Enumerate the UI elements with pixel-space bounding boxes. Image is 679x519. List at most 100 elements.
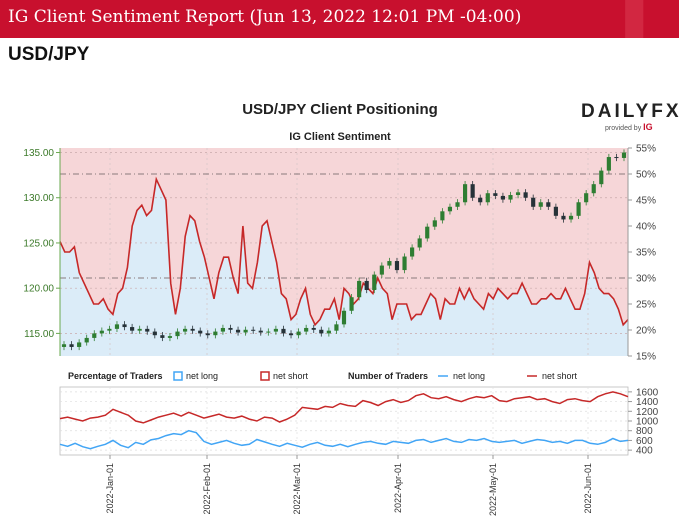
legend-net-short-label: net short (273, 371, 309, 381)
price-candle (485, 193, 490, 203)
price-candle (92, 333, 97, 338)
price-candle (61, 344, 67, 347)
price-candle (251, 329, 256, 331)
lower-right-tick-label: 1400 (636, 397, 659, 408)
num-net-short-line (59, 391, 629, 424)
left-tick-label: 120.00 (23, 284, 54, 295)
price-candle (568, 215, 574, 220)
price-candle (296, 331, 301, 336)
right-tick-label: 30% (636, 274, 656, 285)
price-candle (190, 328, 195, 331)
price-candle (591, 184, 596, 194)
report-banner: IG Client Sentiment Report (Jun 13, 2022… (0, 0, 679, 38)
x-tick-label: 2022-Mar-01 (292, 463, 302, 515)
price-candle (84, 337, 89, 343)
price-candle (440, 211, 445, 221)
price-candle (198, 330, 203, 334)
price-candle (621, 152, 627, 158)
right-tick-label: 15% (636, 352, 656, 363)
provided-by-ig: provided by IG (605, 122, 653, 132)
x-tick-label: 2022-Jun-01 (583, 463, 593, 514)
price-candle (167, 336, 173, 338)
price-candle (387, 261, 392, 266)
dailyfx-logo: DAILYFX provided by IG (581, 101, 679, 133)
chart-subtitle: IG Client Sentiment (289, 131, 391, 143)
price-candle (364, 280, 369, 290)
lower-right-tick-label: 400 (636, 446, 653, 457)
legend-num-net-short-label: net short (542, 371, 578, 381)
price-candle (614, 157, 619, 159)
price-candle (273, 328, 278, 332)
price-candle (145, 328, 150, 332)
price-candle (553, 206, 558, 216)
chart-title: USD/JPY Client Positioning (242, 101, 438, 118)
price-candle (523, 192, 528, 198)
price-candle (266, 331, 271, 333)
price-candle (228, 327, 233, 330)
net-short-pct-line (59, 176, 629, 327)
lower-right-tick-label: 800 (636, 426, 653, 437)
price-candle (160, 335, 165, 338)
price-candle (258, 330, 263, 333)
lower-right-tick-label: 1000 (636, 417, 659, 428)
price-candle (447, 206, 453, 212)
price-candle (372, 274, 377, 290)
price-candle (341, 310, 347, 325)
right-tick-label: 35% (636, 248, 656, 259)
right-tick-label: 45% (636, 196, 656, 207)
price-candle (357, 280, 362, 298)
left-tick-label: 115.00 (24, 329, 54, 340)
x-tick-label: 2022-Jan-01 (105, 463, 115, 514)
price-candle (561, 215, 566, 220)
price-candle (288, 333, 294, 336)
price-candle (220, 327, 226, 332)
price-candle (349, 297, 354, 311)
price-candle (205, 333, 210, 336)
price-candle (122, 324, 127, 328)
right-tick-label: 20% (636, 326, 656, 337)
report-title: IG Client Sentiment Report (Jun 13, 2022… (8, 7, 522, 27)
price-candle (576, 202, 581, 216)
left-tick-label: 130.00 (23, 193, 54, 204)
legend-number-heading: Number of Traders (348, 371, 428, 381)
price-candle (538, 202, 543, 207)
currency-pair-heading: USD/JPY (8, 44, 90, 65)
left-tick-label: 125.00 (23, 238, 54, 249)
price-candle (137, 328, 142, 331)
price-candle (394, 261, 400, 271)
price-candle (152, 331, 157, 336)
lower-right-tick-label: 600 (636, 436, 653, 447)
provided-by-label: provided by (605, 125, 642, 132)
price-candle (425, 226, 430, 239)
lower-plot-frame (59, 386, 629, 456)
price-candle (470, 184, 475, 198)
price-candle (432, 220, 437, 227)
lower-right-tick-label: 1200 (636, 407, 659, 418)
price-candle (379, 265, 384, 275)
price-candle (515, 192, 521, 196)
right-tick-label: 55% (636, 144, 656, 155)
right-tick-label: 50% (636, 170, 656, 181)
price-candle (531, 197, 536, 207)
net-short-zone (60, 148, 628, 325)
price-candle (311, 327, 316, 330)
x-tick-label: 2022-Feb-01 (202, 463, 212, 515)
price-candle (99, 330, 104, 334)
price-candle (235, 329, 241, 333)
legend-net-long-box (173, 371, 183, 381)
right-tick-label: 40% (636, 222, 656, 233)
price-candle (69, 344, 74, 347)
net-long-zone (60, 179, 628, 356)
dailyfx-logo-text: DAILYFX (581, 101, 679, 122)
price-candle (410, 247, 415, 257)
price-candle (508, 195, 513, 200)
num-net-long-line (59, 429, 629, 450)
ig-logo-text: IG (643, 122, 653, 132)
price-candle (584, 193, 589, 203)
price-candle (175, 331, 180, 337)
price-candle (462, 184, 468, 203)
price-candle (546, 202, 551, 207)
price-candle (417, 238, 422, 248)
legend-num-net-long-label: net long (453, 371, 485, 381)
